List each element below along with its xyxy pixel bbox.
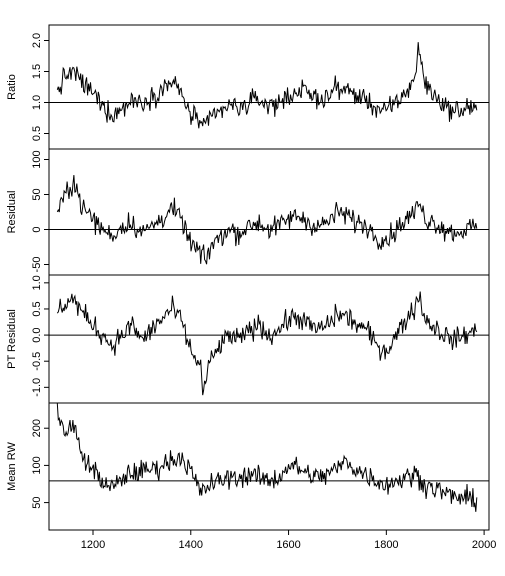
y-tick-label: -0.5: [31, 352, 43, 371]
y-tick-label: 2.0: [31, 33, 43, 48]
series-line: [56, 403, 478, 512]
x-tick-label: 1400: [179, 539, 203, 551]
x-tick-label: 2000: [472, 539, 496, 551]
panels: 0.5 1.0 1.5 2.0 Ratio -50 0 50 100 Residual -1.0 -0…: [6, 24, 490, 531]
y-tick-label: 0.5: [31, 301, 43, 316]
y-tick-label: 0: [31, 226, 43, 232]
panel-2: -50 0 50 100 Residual: [6, 148, 490, 276]
y-tick-label: -1.0: [31, 378, 43, 397]
y-tick-label: 0.0: [31, 327, 43, 342]
panel-frame: [48, 148, 490, 276]
panel-frame: [48, 24, 490, 150]
x-tick-label: 1600: [276, 539, 300, 551]
y-axis-label: Residual: [6, 191, 18, 234]
panel-frame: [48, 402, 490, 531]
y-axis-label: PT Residual: [6, 309, 18, 369]
y-tick-label: 100: [31, 150, 43, 168]
y-tick-label: -50: [31, 257, 43, 273]
y-axis-label: Mean RW: [6, 442, 18, 491]
x-axis: 1200 1400 1600 1800 2000: [81, 530, 496, 551]
panel-3: -1.0 -0.5 0.0 0.5 1.0 PT Residual: [6, 274, 490, 404]
x-tick-label: 1200: [81, 539, 105, 551]
y-tick-label: 0.5: [31, 126, 43, 141]
y-tick-label: 100: [31, 456, 43, 474]
y-tick-label: 50: [31, 188, 43, 200]
panel-1: 0.5 1.0 1.5 2.0 Ratio: [6, 24, 490, 150]
y-axis-label: Ratio: [6, 74, 18, 100]
panel-frame: [48, 274, 490, 404]
x-tick-label: 1800: [374, 539, 398, 551]
y-tick-label: 1.0: [31, 95, 43, 110]
series-line: [56, 291, 478, 396]
y-tick-label: 50: [31, 496, 43, 508]
panel-4: 50 100 200 Mean RW: [6, 402, 490, 531]
series-line: [56, 42, 478, 129]
y-tick-label: 1.0: [31, 275, 43, 290]
series-line: [56, 175, 478, 265]
y-tick-label: 1.5: [31, 64, 43, 79]
y-tick-label: 200: [31, 419, 43, 437]
